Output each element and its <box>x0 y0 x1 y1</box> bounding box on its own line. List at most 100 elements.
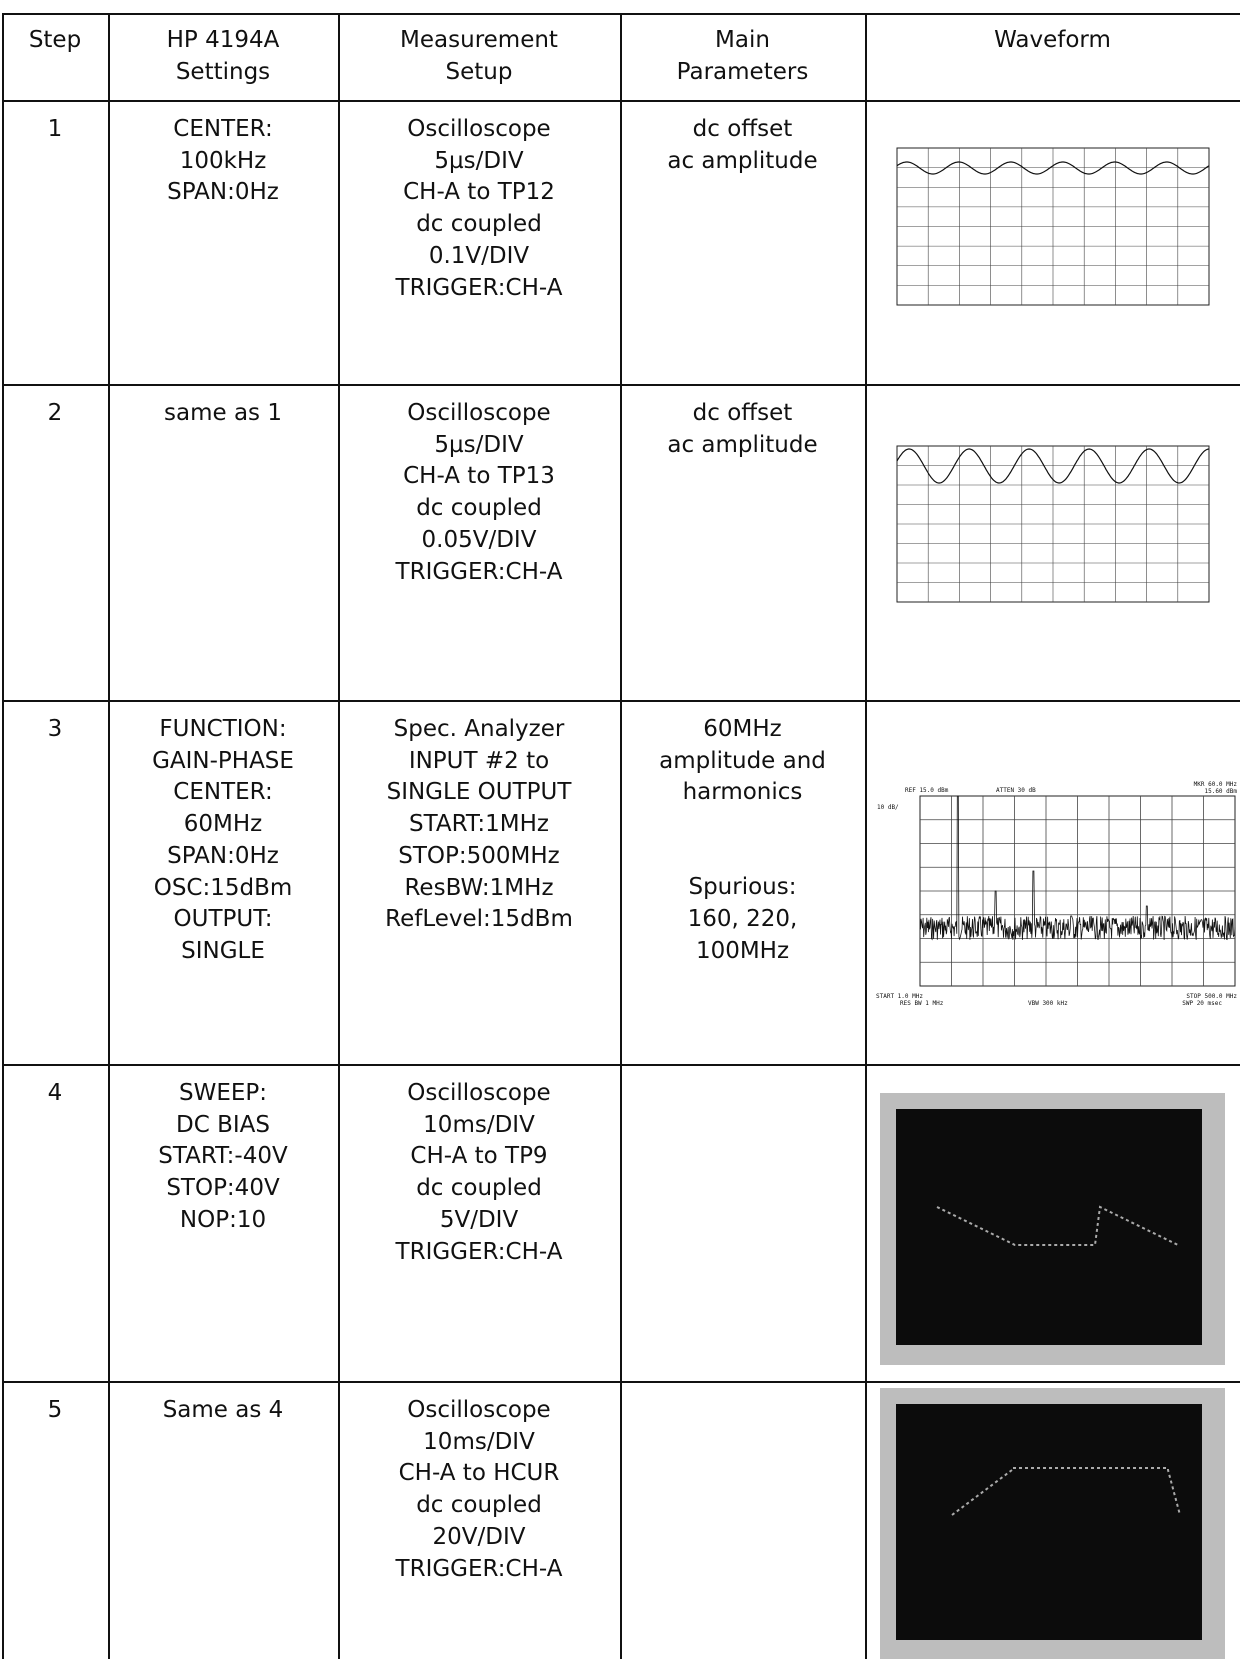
column-border <box>2 13 4 1659</box>
cell-text: 10ms/DIV <box>423 1428 535 1455</box>
cell-text: CH-A to TP9 <box>410 1143 548 1170</box>
spectrum-label: SWP 20 msec <box>1182 1000 1222 1007</box>
cell: Oscilloscope 10ms/DIV CH-A to TP9 dc couple… <box>338 1078 620 1268</box>
cell-text: dc coupled <box>416 1492 542 1519</box>
cell-text: FUNCTION: <box>159 716 287 742</box>
cell: Oscilloscope 10ms/DIV CH-A to HCUR dc coupl… <box>338 1395 620 1585</box>
cell-text: Oscilloscope <box>407 1080 551 1106</box>
photo-trace <box>936 1205 1179 1246</box>
spacer <box>620 809 865 872</box>
cell-text: 0.1V/DIV <box>428 242 530 269</box>
cell-text: 0.05V/DIV <box>421 526 537 553</box>
spectrum-label: START 1.0 MHz <box>876 993 923 1000</box>
cell-text: TRIGGER:CH-A <box>395 274 563 301</box>
cell: dc offset ac amplitude <box>620 398 865 461</box>
cell-text: Spec. Analyzer <box>393 716 565 742</box>
cell-text: GAIN-PHASE <box>152 747 294 774</box>
cell-text: Oscilloscope <box>407 1397 551 1423</box>
cell-text: CENTER: <box>173 779 273 806</box>
cell-text: OUTPUT: <box>173 906 273 933</box>
cell-text: 2 <box>47 400 63 426</box>
cell-text: 5 <box>47 1397 63 1423</box>
cell-text: Main <box>715 27 770 53</box>
column-border <box>108 13 110 1659</box>
cell-text: Parameters <box>676 58 809 85</box>
spectrum-label: 15.60 dBm <box>1204 788 1237 795</box>
cell-text: 20V/DIV <box>432 1523 526 1550</box>
cell-text: 5V/DIV <box>439 1206 519 1233</box>
cell-text: harmonics <box>682 779 803 806</box>
cell-text: Settings <box>175 58 271 85</box>
cell-text: Waveform <box>994 27 1111 53</box>
cell-text: INPUT #2 to <box>408 747 550 774</box>
cell: 2 <box>2 398 108 430</box>
photo-screen <box>896 1109 1202 1345</box>
cell-text: NOP:10 <box>179 1206 267 1233</box>
cell-text: 60MHz <box>183 811 263 838</box>
cell-text: TRIGGER:CH-A <box>395 1555 563 1582</box>
cell-text: CH-A to HCUR <box>398 1460 560 1487</box>
cell-text: SINGLE <box>181 937 265 964</box>
cell-text: dc coupled <box>416 211 542 238</box>
cell-text: 4 <box>47 1080 63 1106</box>
cell-text: 1 <box>47 116 63 142</box>
cell-text: Oscilloscope <box>407 400 551 426</box>
cell-text: SPAN:0Hz <box>167 179 279 206</box>
cell-text: Setup <box>445 58 513 85</box>
cell-text: dc offset <box>692 400 793 426</box>
column-border <box>338 13 340 1659</box>
cell: Waveform <box>865 25 1240 57</box>
cell: Oscilloscope 5µs/DIV CH-A to TP12 dc couple… <box>338 114 620 304</box>
waveform-trace <box>896 161 1210 175</box>
cell-text: OSC:15dBm <box>153 874 293 901</box>
cell-text: CENTER: <box>173 116 273 142</box>
cell-text: 5µs/DIV <box>434 431 524 458</box>
cell: 3 <box>2 714 108 746</box>
cell-text: DC BIAS <box>176 1111 270 1138</box>
cell: SWEEP: DC BIAS START:-40V STOP:40V NOP:10 <box>108 1078 338 1237</box>
cell-text: START:1MHz <box>408 811 550 838</box>
cell-text: TRIGGER:CH-A <box>395 1238 563 1265</box>
cell-text: dc offset <box>692 116 793 142</box>
cell-text: 10ms/DIV <box>423 1111 535 1138</box>
cell: dc offset ac amplitude <box>620 114 865 177</box>
cell-text: ac amplitude <box>667 431 818 458</box>
cell: Oscilloscope 5µs/DIV CH-A to TP13 dc couple… <box>338 398 620 588</box>
cell: same as 1 <box>108 398 338 430</box>
cell-text: RefLevel:15dBm <box>385 906 573 933</box>
photo-trace <box>951 1467 1181 1516</box>
cell: CENTER: 100kHz SPAN:0Hz <box>108 114 338 209</box>
cell-text: START:-40V <box>158 1143 288 1170</box>
cell-text: 3 <box>47 716 63 742</box>
spectrum-label: RES BW 1 MHz <box>900 1000 944 1007</box>
spectrum-label: REF 15.0 dBm <box>905 787 949 794</box>
cell-text: CH-A to TP13 <box>403 463 555 490</box>
cell: FUNCTION: GAIN-PHASE CENTER: 60MHz SPAN:0Hz O… <box>108 714 338 968</box>
cell-text: ac amplitude <box>667 147 818 174</box>
spectrum-label: 10 dB/ <box>877 804 899 811</box>
waveform-trace <box>896 448 1210 484</box>
cell-text: CH-A to TP12 <box>403 179 555 206</box>
cell-text: 60MHz <box>703 716 782 742</box>
column-border <box>865 13 867 1659</box>
cell-text: SINGLE OUTPUT <box>386 779 572 806</box>
cell: Main Parameters <box>620 25 865 88</box>
spectrum-label: MKR 60.0 MHz <box>1194 781 1238 788</box>
cell: HP 4194A Settings <box>108 25 338 88</box>
column-border <box>620 13 622 1659</box>
cell: 60MHz amplitude and harmonics Spurious: 160,… <box>620 714 865 967</box>
cell: Measurement Setup <box>338 25 620 88</box>
cell-text: STOP:40V <box>166 1175 280 1202</box>
cell-text: HP 4194A <box>166 27 280 53</box>
photo-screen <box>896 1404 1202 1640</box>
cell-text: amplitude and <box>659 747 826 774</box>
cell-text: same as 1 <box>164 400 282 426</box>
cell-text: SPAN:0Hz <box>167 842 279 869</box>
spectrum-trace <box>919 795 1236 941</box>
cell-text: Same as 4 <box>162 1397 284 1423</box>
cell-text: 160, 220, <box>687 905 798 932</box>
cell: Spec. Analyzer INPUT #2 to SINGLE OUTPUT ST… <box>338 714 620 936</box>
cell-text: STOP:500MHz <box>398 842 560 869</box>
cell-text: Step <box>28 27 82 53</box>
